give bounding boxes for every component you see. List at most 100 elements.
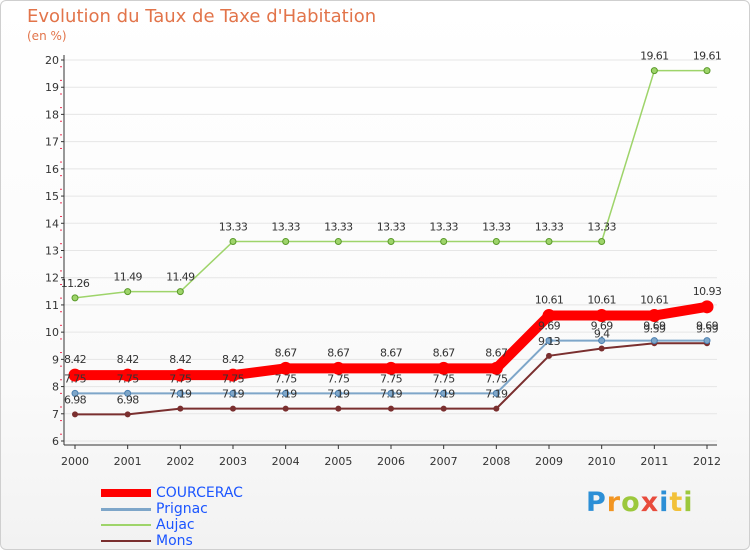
data-point-prignac	[176, 389, 184, 397]
x-tick-label: 2012	[693, 455, 721, 468]
legend-label: Aujac	[156, 517, 195, 533]
data-point-courcerac	[437, 361, 451, 375]
data-point-prignac	[334, 389, 342, 397]
data-label-aujac: 13.33	[324, 221, 353, 234]
data-point-prignac	[650, 337, 658, 345]
data-label-mons: 9.13	[538, 335, 561, 348]
y-tick-label: 14	[45, 217, 59, 230]
data-point-prignac	[703, 337, 711, 345]
data-label-mons: 9.59	[643, 322, 666, 335]
data-point-prignac	[124, 389, 132, 397]
legend-item-aujac: Aujac	[101, 517, 243, 533]
data-point-aujac	[282, 238, 290, 246]
data-point-mons	[493, 405, 500, 412]
data-point-courcerac	[331, 361, 345, 375]
y-tick-label: 18	[45, 108, 59, 121]
chart-title: Evolution du Taux de Taxe d'Habitation	[27, 6, 377, 27]
data-point-prignac	[71, 389, 79, 397]
data-label-mons: 7.19	[380, 388, 403, 401]
data-label-prignac: 7.75	[275, 372, 298, 385]
data-label-aujac: 13.33	[377, 221, 406, 234]
data-point-prignac	[229, 389, 237, 397]
y-tick-label: 9	[52, 353, 59, 366]
legend-swatch	[101, 540, 151, 542]
data-point-courcerac	[121, 368, 135, 382]
y-tick-label: 10	[45, 326, 59, 339]
data-label-prignac: 7.75	[485, 372, 508, 385]
data-label-mons: 7.19	[433, 388, 456, 401]
data-label-courcerac: 8.67	[485, 346, 508, 359]
x-tick-label: 2008	[482, 455, 510, 468]
x-tick-label: 2002	[166, 455, 194, 468]
data-label-prignac: 7.75	[380, 372, 403, 385]
data-label-aujac: 13.33	[219, 221, 248, 234]
y-tick-label: 20	[45, 54, 59, 67]
legend-item-prignac: Prignac	[101, 501, 243, 517]
data-point-courcerac	[647, 309, 661, 323]
chart-subtitle: (en %)	[27, 29, 67, 43]
x-tick-label: 2000	[61, 455, 89, 468]
data-point-courcerac	[489, 361, 503, 375]
data-point-mons	[440, 405, 447, 412]
data-label-prignac: 7.75	[433, 372, 456, 385]
data-label-aujac: 19.61	[693, 50, 722, 63]
data-point-aujac	[229, 238, 237, 246]
data-point-aujac	[598, 238, 606, 246]
y-tick-label: 7	[52, 408, 59, 421]
y-tick-label: 6	[52, 435, 59, 448]
data-label-prignac: 7.75	[222, 372, 245, 385]
data-label-prignac: 9.69	[538, 320, 561, 333]
data-label-aujac: 11.26	[61, 277, 90, 290]
data-label-aujac: 13.33	[535, 221, 564, 234]
data-point-mons	[598, 345, 605, 352]
y-tick-label: 11	[45, 299, 59, 312]
data-point-aujac	[334, 238, 342, 246]
x-tick-label: 2009	[535, 455, 563, 468]
data-label-prignac: 9.69	[696, 320, 719, 333]
x-tick-label: 2006	[377, 455, 405, 468]
data-label-prignac: 7.75	[169, 372, 192, 385]
data-point-prignac	[492, 389, 500, 397]
data-label-courcerac: 10.93	[693, 285, 722, 298]
data-label-mons: 7.19	[169, 388, 192, 401]
data-label-prignac: 7.75	[64, 372, 87, 385]
data-label-mons: 7.19	[275, 388, 298, 401]
legend-swatch	[101, 489, 151, 497]
data-point-prignac	[440, 389, 448, 397]
data-label-courcerac: 8.42	[222, 353, 244, 366]
data-label-aujac: 13.33	[587, 221, 616, 234]
x-tick-label: 2011	[640, 455, 668, 468]
legend-label: Prignac	[156, 501, 208, 517]
data-point-aujac	[387, 238, 395, 246]
legend-item-mons: Mons	[101, 533, 243, 549]
data-label-courcerac: 8.42	[64, 353, 86, 366]
data-label-prignac: 7.75	[117, 372, 140, 385]
data-label-courcerac: 8.67	[327, 346, 350, 359]
data-label-courcerac: 8.42	[117, 353, 139, 366]
data-point-aujac	[71, 294, 79, 302]
data-label-mons: 7.19	[485, 388, 508, 401]
data-label-prignac: 9.69	[591, 320, 614, 333]
data-label-courcerac: 10.61	[535, 294, 564, 307]
data-point-prignac	[545, 337, 553, 345]
data-point-prignac	[282, 389, 290, 397]
data-label-aujac: 13.33	[429, 221, 458, 234]
data-point-courcerac	[226, 368, 240, 382]
data-label-courcerac: 8.42	[169, 353, 191, 366]
data-point-aujac	[650, 67, 658, 75]
data-point-mons	[230, 405, 236, 412]
data-label-mons: 7.19	[327, 388, 350, 401]
data-point-aujac	[440, 238, 448, 246]
data-point-mons	[335, 405, 342, 412]
y-tick-label: 12	[45, 272, 59, 285]
x-tick-label: 2001	[114, 455, 142, 468]
data-point-prignac	[598, 337, 606, 345]
data-label-aujac: 11.49	[113, 271, 142, 284]
data-label-aujac: 13.33	[271, 221, 300, 234]
data-point-mons	[546, 352, 552, 359]
data-label-prignac: 7.75	[327, 372, 350, 385]
data-point-courcerac	[700, 300, 714, 314]
legend: COURCERAC Prignac Aujac Mons	[101, 485, 243, 549]
data-label-mons: 6.98	[64, 393, 87, 406]
